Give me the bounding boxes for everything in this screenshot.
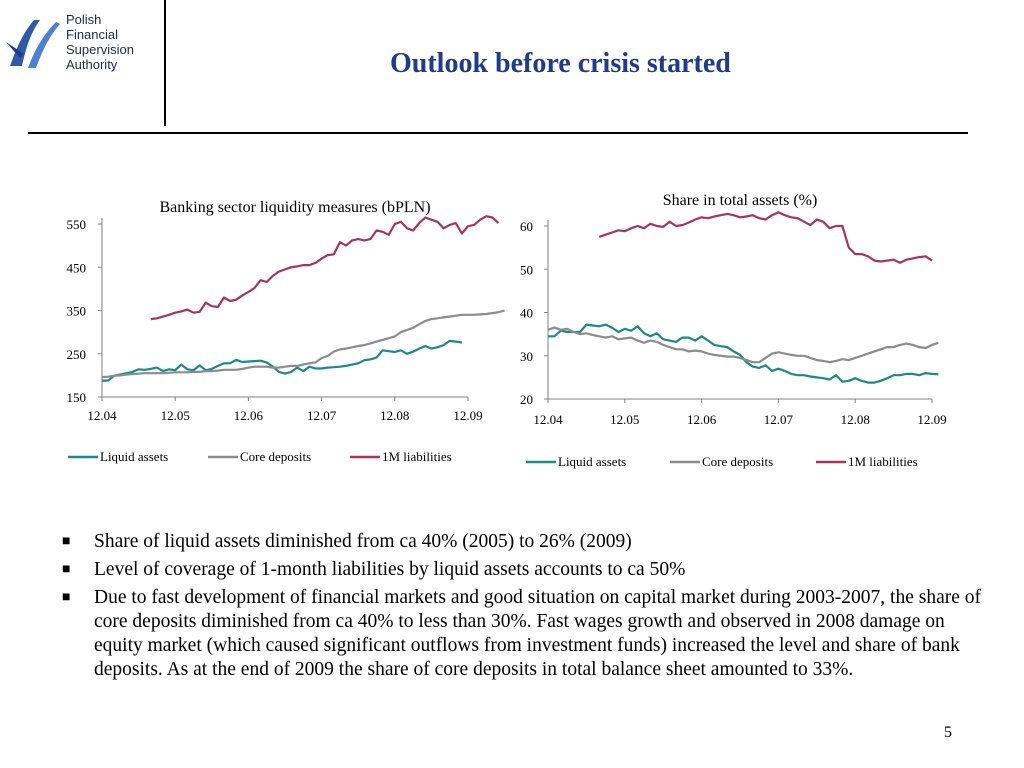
chart-liquidity-measures: Banking sector liquidity measures (bPLN)… bbox=[67, 199, 505, 464]
series-line bbox=[547, 326, 939, 364]
chart-share-svg: Share in total assets (%) 20 30 40 50 60 12.04… bbox=[520, 192, 947, 469]
x-tick-label: 12.08 bbox=[380, 408, 409, 423]
y-tick-label: 350 bbox=[67, 304, 87, 319]
chart-title: Banking sector liquidity measures (bPLN) bbox=[159, 199, 430, 216]
x-tick-label: 12.04 bbox=[533, 412, 563, 427]
bullet-list: ■ Share of liquid assets diminished from … bbox=[62, 530, 992, 686]
chart-liquidity-svg: Banking sector liquidity measures (bPLN)… bbox=[67, 199, 505, 464]
series-line bbox=[598, 211, 933, 264]
x-tick-label: 12.07 bbox=[764, 412, 794, 427]
y-tick-label: 250 bbox=[67, 347, 87, 362]
series-line bbox=[548, 323, 939, 384]
legend-label: Core deposits bbox=[702, 454, 773, 469]
legend-label: 1M liabilities bbox=[848, 454, 918, 469]
bullet-mark-icon: ■ bbox=[62, 590, 71, 605]
y-tick-label: 30 bbox=[520, 349, 533, 364]
series-line bbox=[101, 309, 505, 379]
logo-mark-icon bbox=[6, 20, 60, 68]
logo-text: Polish Financial Supervision Authority bbox=[66, 12, 134, 72]
legend-label: Core deposits bbox=[240, 449, 311, 464]
page-title: Outlook before crisis started bbox=[390, 48, 731, 79]
chart-title: Share in total assets (%) bbox=[663, 192, 818, 209]
bullet-mark-icon: ■ bbox=[62, 562, 71, 577]
legend-label: 1M liabilities bbox=[382, 449, 452, 464]
y-tick-label: 450 bbox=[67, 260, 87, 275]
chart-share-total-assets: Share in total assets (%) 20 30 40 50 60 12.04… bbox=[520, 192, 947, 469]
x-tick-label: 12.04 bbox=[87, 408, 117, 423]
x-tick-label: 12.05 bbox=[610, 412, 639, 427]
bullet-mark-icon: ■ bbox=[62, 534, 71, 549]
bullet-item: ■ Level of coverage of 1-month liabilitie… bbox=[62, 558, 992, 582]
x-tick-label: 12.06 bbox=[687, 412, 717, 427]
logo-line: Polish bbox=[66, 12, 102, 27]
bullet-item: ■ Due to fast development of financial ma… bbox=[62, 586, 992, 682]
x-tick-label: 12.09 bbox=[917, 412, 946, 427]
bullet-item: ■ Share of liquid assets diminished from … bbox=[62, 530, 992, 554]
header-vertical-divider bbox=[164, 0, 166, 126]
series-line bbox=[150, 215, 500, 321]
x-tick-label: 12.09 bbox=[453, 408, 482, 423]
logo-line: Financial bbox=[66, 27, 119, 42]
legend-label: Liquid assets bbox=[558, 454, 626, 469]
y-tick-label: 60 bbox=[520, 219, 533, 234]
page-number: 5 bbox=[944, 724, 952, 741]
bullet-text: Level of coverage of 1-month liabilities… bbox=[94, 559, 686, 580]
bullet-text: Share of liquid assets diminished from c… bbox=[94, 531, 632, 552]
legend-label: Liquid assets bbox=[100, 449, 168, 464]
logo: Polish Financial Supervision Authority bbox=[0, 0, 170, 125]
header-horizontal-divider bbox=[28, 132, 968, 134]
x-tick-label: 12.08 bbox=[841, 412, 870, 427]
series-line bbox=[102, 339, 463, 382]
y-tick-label: 50 bbox=[520, 262, 533, 277]
x-tick-label: 12.06 bbox=[234, 408, 264, 423]
x-tick-label: 12.05 bbox=[161, 408, 190, 423]
y-tick-label: 150 bbox=[67, 390, 87, 405]
x-tick-label: 12.07 bbox=[307, 408, 337, 423]
y-tick-label: 40 bbox=[520, 306, 533, 321]
bullet-text: Due to fast development of financial mar… bbox=[94, 587, 982, 680]
logo-line: Authority bbox=[66, 57, 118, 72]
y-tick-label: 20 bbox=[520, 392, 533, 407]
y-tick-label: 550 bbox=[67, 217, 87, 232]
logo-line: Supervision bbox=[66, 42, 134, 57]
